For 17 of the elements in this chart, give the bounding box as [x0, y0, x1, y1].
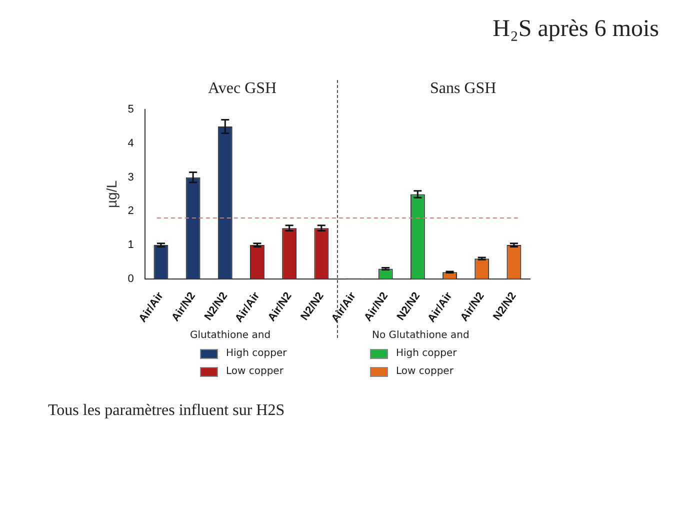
legend-label: Low copper: [396, 366, 454, 377]
y-tick-label: 0: [128, 272, 134, 285]
text: Glutathione and: [190, 330, 271, 341]
y-tick-label: 5: [128, 104, 134, 116]
text: H₂S après 6 mois: [492, 16, 659, 43]
y-tick-label: 4: [128, 137, 134, 150]
y-tick-label: 1: [128, 239, 134, 252]
legend-label: Low copper: [226, 366, 284, 377]
text: No Glutathione and: [372, 330, 470, 341]
text: Tous les paramètres influent sur H2S: [48, 402, 285, 420]
text: Sans GSH: [430, 80, 496, 98]
legend-label: High copper: [396, 348, 457, 359]
y-tick-label: 2: [128, 205, 134, 218]
y-tick-label: 3: [128, 171, 134, 184]
y-axis-title: µg/L: [103, 180, 120, 208]
text: Avec GSH: [208, 80, 277, 98]
legend-label: High copper: [226, 348, 287, 359]
